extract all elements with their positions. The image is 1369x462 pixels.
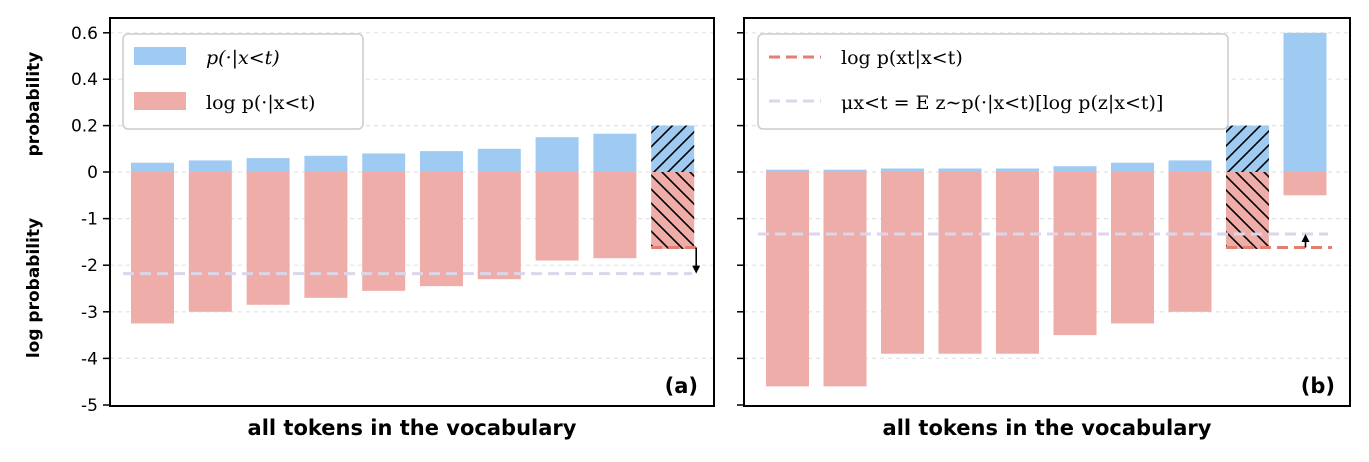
logprob-bar — [593, 172, 637, 259]
legend-b: log p(xt|x<t) μx<t = E z∼p(·|x<t)[log p(… — [757, 33, 1229, 130]
bars-b — [766, 32, 1327, 387]
prob-bar — [188, 160, 232, 172]
legend-box-b — [757, 33, 1229, 130]
panel-tag-b: (b) — [1301, 374, 1335, 398]
prob-bar — [1283, 32, 1327, 172]
logprob-bar — [362, 172, 406, 291]
prob-bar — [593, 133, 637, 172]
prob-bar — [477, 148, 521, 172]
legend-swatch-logprob — [134, 92, 186, 110]
logprob-bar — [188, 172, 232, 312]
panel-tag-a: (a) — [665, 374, 698, 398]
logprob-bar-hatch — [651, 172, 695, 249]
logprob-bar — [1168, 172, 1212, 312]
logprob-bar — [766, 172, 809, 387]
logprob-bar — [938, 172, 982, 354]
legend-a: p(·|x<t) log p(·|x<t) — [122, 33, 364, 130]
logprob-bar — [304, 172, 348, 298]
prob-bar — [881, 168, 924, 172]
prob-bar — [131, 162, 174, 172]
prob-bar — [304, 155, 348, 172]
logprob-bar — [1053, 172, 1097, 336]
y-tick-label: 0 — [87, 163, 98, 183]
logprob-bar — [1111, 172, 1154, 324]
y-ticks-a: 0.6 0.4 0.2 0 -1 -2 -3 -4 -5 — [71, 24, 110, 416]
lines-b — [758, 232, 1332, 249]
y-tick-label: 0.6 — [71, 24, 98, 44]
y-tick-label: -2 — [81, 256, 98, 276]
logprob-bar — [246, 172, 290, 305]
legend-swatch-prob — [134, 47, 186, 65]
y-ticks-b — [737, 32, 744, 406]
plot-frame-a — [109, 17, 715, 407]
x-axis-label-a: all tokens in the vocabulary — [248, 416, 577, 440]
y-tick-label: -3 — [81, 303, 98, 323]
logprob-bar — [823, 172, 867, 387]
prob-bar — [938, 168, 982, 172]
legend-label-prob: p(·|x<t) — [206, 47, 280, 69]
y-tick-label: 0.2 — [71, 117, 98, 137]
prob-bar — [1168, 160, 1212, 172]
y-axis-label-log-probability: log probability — [24, 218, 44, 358]
prob-bar — [362, 153, 406, 172]
panel-a: 0.6 0.4 0.2 0 -1 -2 -3 -4 -5 p(·|x<t) log p(·|x<… — [71, 17, 715, 440]
prob-bar — [1053, 166, 1097, 172]
prob-bar-hatch — [1226, 125, 1269, 172]
legend-label-logprob: log p(·|x<t) — [206, 92, 315, 114]
y-axis-label-probability: probability — [24, 52, 44, 157]
prob-bar — [823, 169, 867, 172]
prob-bar — [535, 137, 579, 172]
logprob-bar — [131, 172, 174, 324]
prob-bar — [420, 151, 463, 172]
logprob-bar — [881, 172, 924, 354]
prob-bar — [996, 168, 1039, 172]
logprob-bar — [535, 172, 579, 261]
y-tick-label: -4 — [81, 349, 98, 369]
y-tick-label: -1 — [81, 210, 98, 230]
logprob-bar-hatch — [1226, 172, 1269, 249]
prob-bar-hatch — [651, 125, 695, 172]
logprob-bar — [420, 172, 463, 287]
legend-label-target: log p(xt|x<t) — [841, 47, 963, 69]
prob-bar — [766, 169, 809, 172]
panel-b: log p(xt|x<t) μx<t = E z∼p(·|x<t)[log p(… — [737, 17, 1351, 440]
legend-label-mean: μx<t = E z∼p(·|x<t)[log p(z|x<t)] — [841, 92, 1163, 114]
y-tick-label: 0.4 — [71, 70, 98, 90]
bars-a — [131, 125, 695, 324]
logprob-bar — [1283, 172, 1327, 196]
x-axis-label-b: all tokens in the vocabulary — [883, 416, 1212, 440]
prob-bar — [1111, 162, 1154, 172]
prob-bar — [246, 158, 290, 172]
lines-a — [123, 245, 701, 276]
logprob-bar — [477, 172, 521, 280]
y-tick-label: -5 — [81, 396, 98, 416]
logprob-bar — [996, 172, 1039, 354]
plot-frame-b — [743, 17, 1351, 407]
